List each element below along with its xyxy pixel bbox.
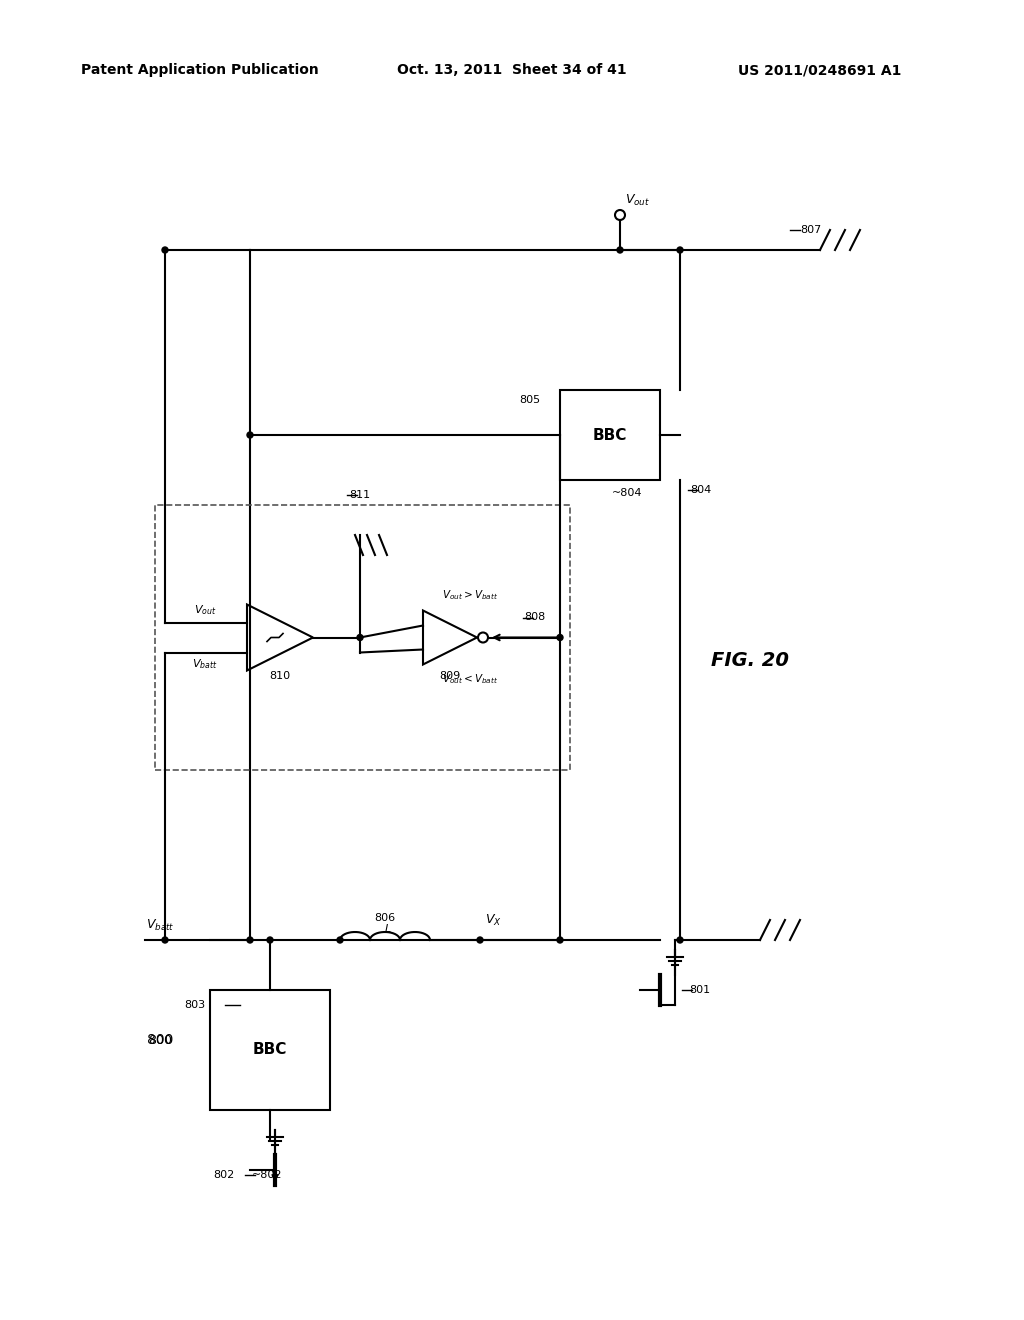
Text: 804: 804 [690, 484, 712, 495]
Circle shape [162, 937, 168, 942]
Text: 805: 805 [519, 395, 540, 405]
Text: BBC: BBC [593, 428, 627, 442]
Text: 807: 807 [800, 224, 821, 235]
Text: 802: 802 [214, 1170, 234, 1180]
Circle shape [677, 937, 683, 942]
Text: ~802: ~802 [252, 1170, 283, 1180]
Circle shape [247, 432, 253, 438]
Text: 811: 811 [349, 490, 371, 500]
Circle shape [557, 635, 563, 640]
Text: ~804: ~804 [612, 488, 642, 498]
Text: US 2011/0248691 A1: US 2011/0248691 A1 [738, 63, 902, 77]
Text: $V_X$: $V_X$ [485, 912, 502, 928]
Text: BBC: BBC [253, 1043, 287, 1057]
Circle shape [337, 937, 343, 942]
Circle shape [162, 247, 168, 253]
Text: Oct. 13, 2011  Sheet 34 of 41: Oct. 13, 2011 Sheet 34 of 41 [397, 63, 627, 77]
Text: 800: 800 [146, 1034, 173, 1047]
Circle shape [267, 937, 273, 942]
Text: $V_{out}$: $V_{out}$ [625, 193, 650, 207]
Text: Patent Application Publication: Patent Application Publication [81, 63, 318, 77]
Text: FIG. 20: FIG. 20 [711, 651, 790, 669]
Bar [155, 506, 570, 770]
Text: 806: 806 [375, 913, 395, 923]
Text: 801: 801 [689, 985, 711, 995]
Circle shape [677, 247, 683, 253]
Circle shape [557, 937, 563, 942]
Text: $V_{out}$: $V_{out}$ [194, 603, 216, 618]
Text: 803: 803 [184, 1001, 205, 1010]
Bar [560, 389, 660, 480]
Text: 808: 808 [524, 612, 546, 623]
Circle shape [617, 247, 623, 253]
Text: 800: 800 [148, 1034, 172, 1047]
Text: $V_{out} < V_{batt}$: $V_{out} < V_{batt}$ [442, 673, 498, 686]
Text: $V_{batt}$: $V_{batt}$ [145, 917, 174, 932]
Circle shape [357, 635, 362, 640]
Circle shape [477, 937, 483, 942]
Text: $V_{out} > V_{batt}$: $V_{out} > V_{batt}$ [442, 589, 498, 602]
Text: L: L [385, 924, 391, 935]
Circle shape [247, 937, 253, 942]
Text: 810: 810 [269, 671, 291, 681]
Text: $V_{batt}$: $V_{batt}$ [193, 657, 218, 672]
Text: 809: 809 [439, 671, 461, 681]
Bar [210, 990, 330, 1110]
